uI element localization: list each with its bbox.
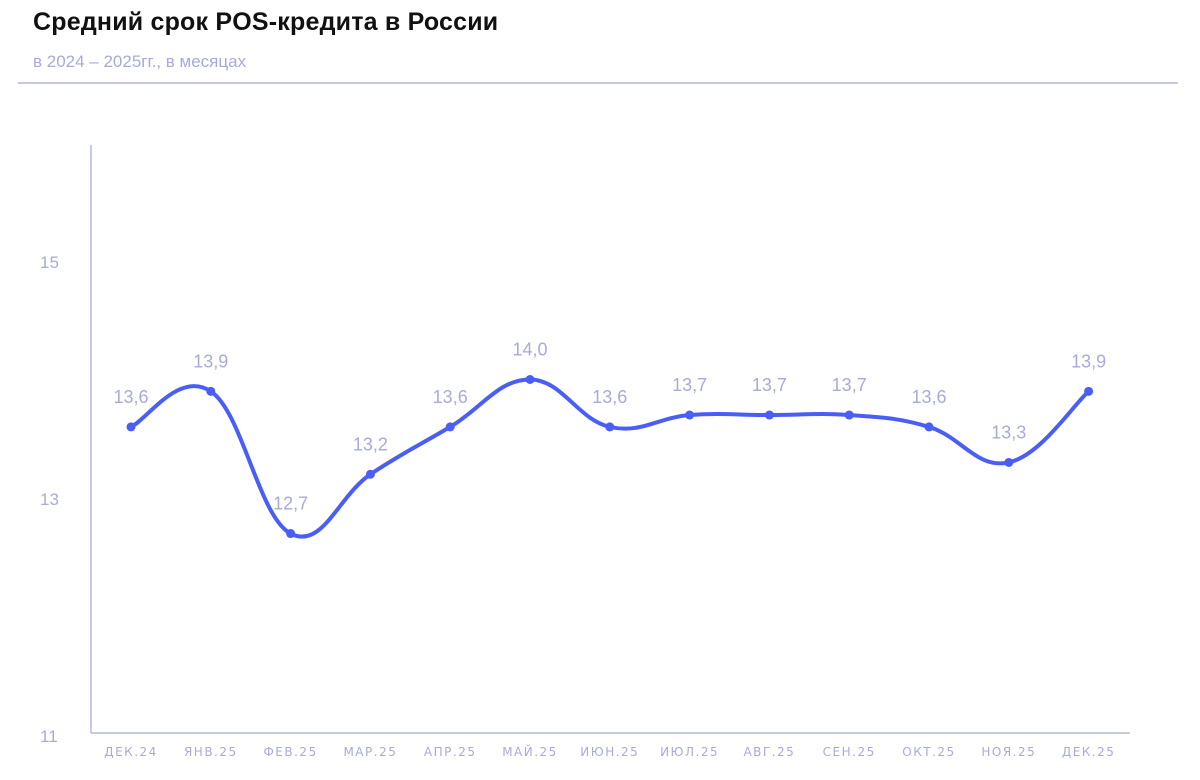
data-point	[126, 422, 136, 432]
x-tick-label: АВГ.25	[743, 745, 795, 759]
data-point	[685, 410, 695, 420]
y-tick-label: 15	[40, 253, 59, 272]
y-tick-label: 11	[40, 727, 58, 746]
chart-title: Средний срок POS-кредита в России	[33, 8, 499, 36]
data-label: 13,9	[1071, 351, 1106, 371]
x-tick-labels: ДЕК.24 ЯНВ.25 ФЕВ.25 МАР.25 АПР.25 МАЙ.25 ИЮН.…	[104, 744, 1116, 759]
data-label: 14,0	[512, 340, 547, 360]
x-tick-label: СЕН.25	[823, 745, 876, 759]
y-tick-label: 13	[40, 490, 59, 509]
x-tick-label: НОЯ.25	[981, 745, 1036, 759]
data-label: 13,7	[832, 375, 867, 395]
x-tick-label: МАЙ.25	[502, 744, 558, 759]
x-tick-label: АПР.25	[424, 745, 477, 759]
header-divider	[18, 82, 1178, 84]
x-tick-label: МАР.25	[343, 745, 397, 759]
data-point	[844, 410, 854, 420]
x-tick-label: ДЕК.25	[1062, 745, 1116, 759]
chart-subtitle: в 2024 – 2025гг., в месяцах	[33, 52, 247, 71]
data-label: 13,6	[592, 387, 627, 407]
data-point	[206, 386, 216, 396]
data-point	[525, 375, 535, 384]
x-tick-label: ЯНВ.25	[184, 745, 238, 759]
data-point	[764, 410, 774, 420]
data-label: 13,7	[752, 375, 787, 395]
data-label: 13,3	[991, 422, 1026, 442]
data-point	[286, 529, 296, 539]
data-point	[1084, 386, 1094, 396]
axes	[90, 145, 1130, 734]
data-point	[1004, 457, 1014, 467]
x-tick-label: ИЮЛ.25	[660, 745, 719, 759]
data-points	[126, 375, 1094, 539]
data-point	[365, 469, 375, 479]
x-tick-label: ФЕВ.25	[263, 745, 317, 759]
x-tick-label: ДЕК.24	[104, 745, 158, 759]
y-tick-labels: 11 13 15	[40, 253, 59, 746]
data-label: 13,6	[433, 387, 468, 407]
data-label: 13,9	[193, 351, 228, 371]
data-point	[924, 422, 934, 432]
data-label: 13,6	[911, 387, 946, 407]
data-point	[445, 422, 455, 432]
data-label: 13,7	[672, 375, 707, 395]
data-labels: 13,6 13,9 12,7 13,2 13,6 14,0 13,6 13,7 13,7 13,7…	[113, 340, 1106, 514]
data-label: 13,2	[353, 434, 388, 454]
data-label: 13,6	[113, 387, 148, 407]
x-tick-label: ОКТ.25	[902, 745, 955, 759]
x-tick-label: ИЮН.25	[580, 745, 639, 759]
data-label: 12,7	[273, 494, 308, 514]
data-point	[605, 422, 615, 432]
